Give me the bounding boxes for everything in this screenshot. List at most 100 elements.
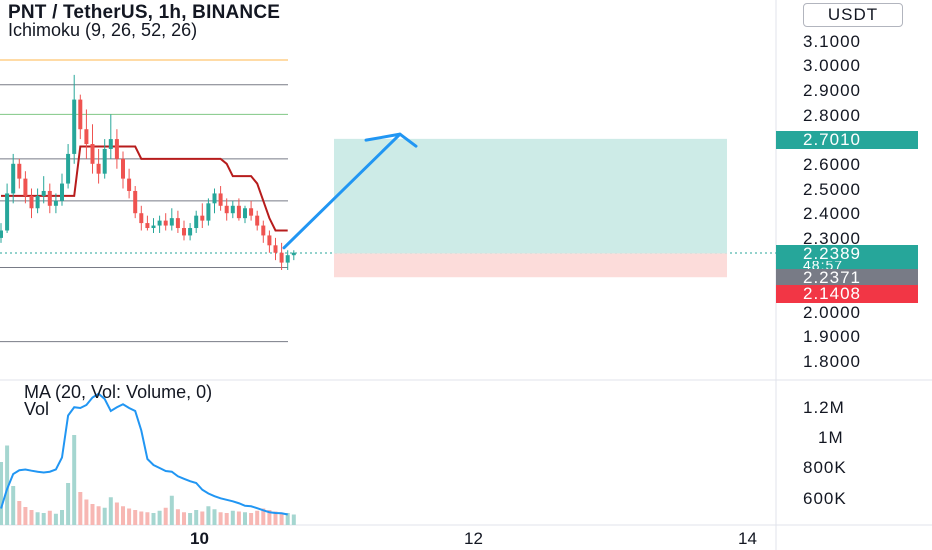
volume-bar: [0, 462, 3, 525]
candle-body: [206, 203, 211, 221]
loss-zone: [334, 253, 727, 278]
volume-bar: [212, 509, 217, 525]
candle-body: [35, 195, 40, 209]
volume-bar: [273, 511, 278, 525]
price-tick: 1.8000: [803, 352, 861, 371]
candle-body: [108, 139, 113, 149]
currency-button[interactable]: USDT: [803, 3, 903, 27]
volume-bar: [267, 510, 272, 525]
volume-bar: [108, 497, 113, 525]
volume-bar: [102, 507, 107, 525]
candle-body: [78, 99, 83, 130]
volume-bar: [175, 509, 180, 525]
candle-body: [66, 153, 71, 184]
candle-body: [53, 200, 58, 206]
candle-body: [291, 252, 296, 256]
candle-body: [72, 99, 77, 154]
candle-body: [47, 190, 52, 206]
candle-body: [0, 230, 3, 238]
volume-bar: [163, 507, 168, 525]
volume-bar: [96, 506, 101, 525]
volume-legend[interactable]: MA (20, Vol: Volume, 0) Vol: [24, 382, 213, 419]
volume-tick: 800K: [803, 458, 847, 477]
time-tick: 10: [190, 529, 209, 548]
ichimoku-legend[interactable]: Ichimoku (9, 26, 52, 26): [8, 20, 198, 40]
volume-bar: [285, 513, 290, 525]
volume-bar: [200, 511, 205, 525]
price-tick: 2.5000: [803, 180, 861, 199]
price-tick: 2.3000: [803, 229, 861, 248]
candle-body: [236, 205, 241, 219]
projection-arrow: [282, 132, 402, 250]
volume-bar: [206, 506, 211, 525]
time-tick: 12: [464, 529, 483, 548]
candle-body: [261, 225, 266, 236]
candle-body: [243, 208, 247, 219]
volume-bar: [60, 510, 64, 525]
price-tick: 2.8000: [803, 106, 861, 125]
volume-bar: [255, 510, 260, 525]
candle-body: [249, 208, 254, 216]
volume-bar: [145, 512, 150, 525]
price-tick: 2.4000: [803, 204, 861, 223]
entry-price-tag: 2.2371: [776, 269, 918, 287]
candle-body: [182, 228, 186, 236]
last-price-tag: 2.2389: [776, 245, 918, 263]
candle-body: [169, 218, 174, 226]
volume-bar: [11, 486, 16, 525]
candle-body: [90, 144, 95, 164]
candle-body: [29, 195, 34, 209]
volume-bar: [151, 513, 156, 525]
candle-body: [218, 193, 223, 206]
candle-body: [188, 228, 193, 236]
candle-body: [96, 163, 101, 174]
price-tick: 2.9000: [803, 81, 861, 100]
volume-ma-label: MA (20, Vol: Volume, 0): [24, 382, 213, 402]
countdown-tag: 48:57: [776, 261, 918, 271]
volume-bar: [121, 506, 125, 525]
volume-bar: [47, 510, 52, 525]
volume-bar: [188, 513, 193, 525]
volume-ma-line: [0, 392, 288, 516]
volume-bar: [84, 499, 89, 525]
candle-body: [267, 235, 272, 246]
volume-bar: [53, 513, 58, 525]
candle-body: [175, 218, 180, 229]
candle-body: [114, 139, 119, 159]
candle-body: [255, 215, 260, 226]
volume-bar: [66, 483, 71, 525]
candle-body: [60, 183, 64, 201]
price-tick: 2.6000: [803, 155, 861, 174]
volume-bar: [72, 435, 77, 525]
volume-bar: [230, 510, 235, 525]
candle-body: [163, 220, 168, 226]
volume-bar: [29, 510, 34, 525]
candle-body: [5, 193, 10, 231]
volume-bar: [291, 514, 296, 525]
price-tick: 1.9000: [803, 327, 861, 346]
candle-body: [127, 178, 132, 191]
target-price-tag: 2.7010: [776, 131, 918, 149]
candle-body: [151, 225, 156, 229]
candle-body: [139, 213, 144, 224]
candle-body: [273, 245, 278, 253]
volume-bar: [17, 501, 22, 525]
volume-bar: [90, 504, 95, 525]
candle-body: [133, 190, 138, 214]
candle-body: [157, 220, 162, 226]
candle-body: [41, 190, 46, 196]
volume-bar: [157, 510, 162, 525]
price-tick: 3.1000: [803, 32, 861, 51]
candle-body: [224, 205, 229, 214]
volume-label: Vol: [24, 399, 50, 419]
candle-body: [194, 215, 199, 229]
candle-body: [200, 215, 205, 221]
volume-tick: 1.2M: [803, 398, 845, 417]
volume-bar: [194, 510, 199, 525]
volume-tick: 1M: [818, 428, 844, 447]
candle-body: [212, 193, 217, 204]
volume-bar: [78, 492, 83, 525]
volume-bar: [236, 511, 241, 525]
volume-bar: [41, 513, 46, 525]
